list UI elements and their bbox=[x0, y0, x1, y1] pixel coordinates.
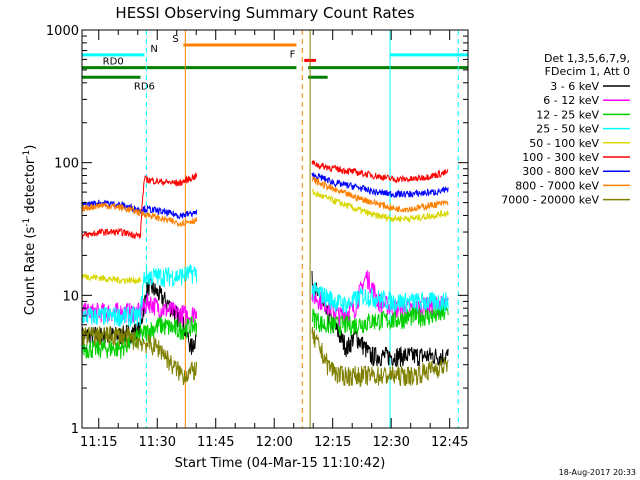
y-label-sup-2: -1 bbox=[22, 150, 32, 159]
y-tick-label: 10 bbox=[62, 289, 79, 304]
y-axis-label: Count Rate (s-1 detector-1) bbox=[22, 145, 38, 316]
x-tick-label: 12:00 bbox=[255, 435, 292, 450]
x-tick-label: 11:45 bbox=[197, 435, 234, 450]
x-tick-label: 11:15 bbox=[80, 435, 117, 450]
x-tick-label: 12:30 bbox=[372, 435, 409, 450]
series-line-9-part-1 bbox=[81, 325, 198, 386]
series-line-8-part-1 bbox=[81, 201, 198, 227]
legend-entry-label: 100 - 300 keV bbox=[522, 151, 599, 164]
plot-frame bbox=[81, 29, 469, 429]
y-tick-label: 100 bbox=[54, 157, 79, 172]
series-line-7-part-1 bbox=[81, 199, 198, 220]
x-tick-label: 12:15 bbox=[314, 435, 351, 450]
series-line-7-part-2 bbox=[311, 172, 449, 198]
flag-label-f: F bbox=[290, 49, 296, 60]
x-axis-label: Start Time (04-Mar-15 11:10:42) bbox=[175, 456, 386, 471]
series-line-5-part-1 bbox=[81, 273, 141, 285]
x-axis: 11:15 11:30 11:45 12:00 12:15 12:30 12:45 bbox=[80, 30, 468, 450]
series-line-3-part-2 bbox=[311, 304, 449, 336]
legend-entry-label: 12 - 25 keV bbox=[536, 108, 599, 121]
series-line-9-part-2 bbox=[311, 326, 449, 388]
legend-entry-label: 50 - 100 keV bbox=[529, 137, 599, 150]
series-line-5-part-2 bbox=[311, 187, 449, 224]
legend-entry-label: 800 - 7000 keV bbox=[515, 179, 599, 192]
legend-header: Det 1,3,5,6,7,9, bbox=[544, 52, 630, 65]
footer-timestamp: 18-Aug-2017 20:33 bbox=[559, 468, 636, 477]
legend-header: FDecim 1, Att 0 bbox=[545, 65, 630, 78]
y-label-part-3: ) bbox=[23, 145, 38, 150]
legend-entry-label: 6 - 12 keV bbox=[543, 94, 599, 107]
flag-label-n: N bbox=[150, 44, 157, 55]
x-tick-label: 12:45 bbox=[431, 435, 468, 450]
series-line-4-part-1 bbox=[81, 264, 198, 327]
flag-label-s: S bbox=[172, 34, 178, 45]
series-lines bbox=[81, 160, 449, 388]
series-line-6-part-2 bbox=[311, 160, 449, 184]
legend-entry-label: 3 - 6 keV bbox=[550, 80, 599, 93]
y-tick-label: 1000 bbox=[46, 24, 79, 39]
flag-label-rd0: RD0 bbox=[103, 57, 124, 68]
y-label-part-1: Count Rate (s bbox=[23, 227, 38, 316]
y-label-sup-1: -1 bbox=[22, 218, 32, 227]
chart-title: HESSI Observing Summary Count Rates bbox=[115, 4, 414, 22]
y-axis: 1 10 100 1000 bbox=[46, 24, 468, 437]
vertical-marker-lines bbox=[145, 30, 459, 428]
y-label-part-2: detector bbox=[23, 158, 38, 218]
legend-entry-label: 300 - 800 keV bbox=[522, 165, 599, 178]
legend: Det 1,3,5,6,7,9,FDecim 1, Att 0 3 - 6 keV… bbox=[501, 52, 630, 207]
series-line-6-part-1 bbox=[81, 172, 198, 240]
y-tick-label: 1 bbox=[71, 422, 79, 437]
flag-lines: N S F RD0 RD6 bbox=[82, 34, 468, 92]
series-line-4-part-2 bbox=[311, 281, 449, 315]
legend-entry-label: 25 - 50 keV bbox=[536, 123, 599, 136]
x-tick-label: 11:30 bbox=[139, 435, 176, 450]
series-line-8-part-2 bbox=[311, 176, 449, 213]
legend-entry-label: 7000 - 20000 keV bbox=[501, 194, 599, 207]
flag-label-rd6: RD6 bbox=[134, 81, 155, 92]
